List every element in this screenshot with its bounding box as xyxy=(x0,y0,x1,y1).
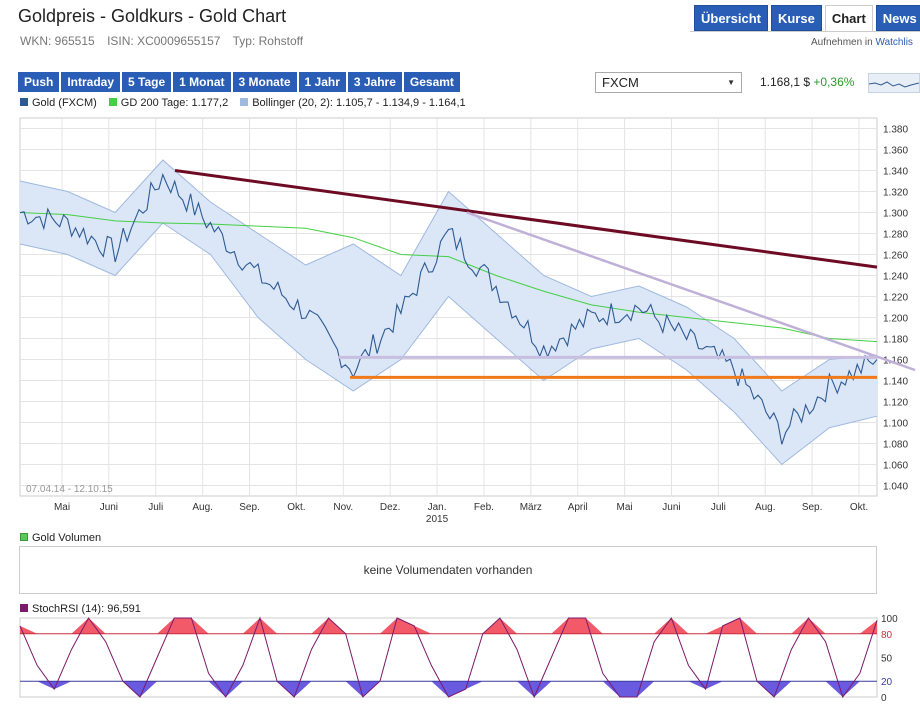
y-tick-label: 1.120 xyxy=(883,398,908,409)
x-tick-label: Dez. xyxy=(380,502,401,513)
chevron-down-icon: ▼ xyxy=(727,78,735,87)
x-tick-label: Jan. xyxy=(428,502,447,513)
quote-change: +0,36% xyxy=(813,75,855,89)
plot-area xyxy=(19,117,878,497)
stochrsi-chart[interactable]: 100 80 50 20 0 xyxy=(0,613,920,705)
x-tick-label: Aug. xyxy=(192,502,213,513)
year-label: 2015 xyxy=(426,514,449,525)
range-1-monat-button[interactable]: 1 Monat xyxy=(173,72,231,92)
tab-kurse[interactable]: Kurse xyxy=(770,5,822,31)
y-tick-label: 1.280 xyxy=(883,230,908,241)
header-divider xyxy=(690,31,920,32)
date-range-label: 07.04.14 - 12.10.15 xyxy=(26,484,113,495)
volume-panel: keine Volumendaten vorhanden xyxy=(19,546,877,594)
wkn-label: WKN: 965515 xyxy=(20,34,95,48)
x-tick-label: Juni xyxy=(100,502,118,513)
y-tick-label: 1.360 xyxy=(883,146,908,157)
y-tick-label: 1.180 xyxy=(883,335,908,346)
isin-label: ISIN: XC0009655157 xyxy=(107,34,221,48)
y-tick-label: 1.060 xyxy=(883,461,908,472)
y-tick-label: 1.260 xyxy=(883,251,908,262)
x-tick-label: Mai xyxy=(617,502,633,513)
y-tick-label: 1.100 xyxy=(883,419,908,430)
range-3-jahre-button[interactable]: 3 Jahre xyxy=(347,72,402,92)
section-tabs: Übersicht Kurse Chart News F xyxy=(694,5,920,31)
y-tick-label: 1.380 xyxy=(883,125,908,136)
y-tick-label: 1.080 xyxy=(883,440,908,451)
y-tick-label: 1.320 xyxy=(883,188,908,199)
bollinger-upper xyxy=(19,159,878,392)
stoch-y-tick-label: 50 xyxy=(881,654,893,665)
x-tick-label: Nov. xyxy=(333,502,353,513)
chart-legend: Gold (FXCM) GD 200 Tage: 1.177,2 Bolling… xyxy=(20,97,466,109)
tab-uebersicht[interactable]: Übersicht xyxy=(694,5,768,31)
watchlist-add: Aufnehmen in Watchlis xyxy=(811,37,913,48)
stoch-y-tick-label: 20 xyxy=(881,677,893,688)
stoch-y-tick-label: 100 xyxy=(881,614,898,625)
resistance-line xyxy=(174,169,878,269)
range-5-tage-button[interactable]: 5 Tage xyxy=(122,72,172,92)
y-tick-label: 1.200 xyxy=(883,314,908,325)
trend-line xyxy=(466,211,916,372)
x-tick-label: Juli xyxy=(148,502,163,513)
sparkline-line xyxy=(868,81,920,88)
x-tick-label: März xyxy=(520,502,542,513)
page-title: Goldpreis - Goldkurs - Gold Chart xyxy=(18,6,287,26)
x-tick-label: Juli xyxy=(711,502,726,513)
legend-gold: Gold (FXCM) xyxy=(20,97,97,109)
tab-chart[interactable]: Chart xyxy=(824,5,873,31)
price-chart[interactable]: Mai Juni Juli Aug. Sep. Okt. Nov. Dez. Jan. Feb. M… xyxy=(0,112,920,527)
watchlist-prefix: Aufnehmen in xyxy=(811,37,876,48)
legend-bollinger: Bollinger (20, 2): 1.105,7 - 1.134,9 - 1… xyxy=(240,97,466,109)
ma200-line xyxy=(19,212,878,343)
range-gesamt-button[interactable]: Gesamt xyxy=(403,72,460,92)
stochrsi-legend: StochRSI (14): 96,591 xyxy=(20,603,141,615)
exchange-selected: FXCM xyxy=(602,75,639,90)
volume-legend: Gold Volumen xyxy=(20,532,101,544)
stoch-oversold-fill xyxy=(20,681,877,697)
x-tick-label: April xyxy=(568,502,588,513)
exchange-select[interactable]: FXCM ▼ xyxy=(595,72,742,93)
range-1-jahr-button[interactable]: 1 Jahr xyxy=(298,72,346,92)
y-tick-label: 1.160 xyxy=(883,356,908,367)
stoch-y-tick-label: 0 xyxy=(881,693,887,704)
legend-gd200: GD 200 Tage: 1.177,2 xyxy=(108,97,228,109)
range-intraday-button[interactable]: Intraday xyxy=(61,72,121,92)
security-meta: WKN: 965515 ISIN: XC0009655157 Typ: Rohs… xyxy=(20,34,312,48)
y-tick-label: 1.240 xyxy=(883,272,908,283)
watchlist-link[interactable]: Watchlis xyxy=(875,37,913,48)
stochrsi-line xyxy=(19,616,878,699)
range-push-button[interactable]: Push xyxy=(18,72,60,92)
type-label: Typ: Rohstoff xyxy=(232,34,304,48)
quote-price: 1.168,1 $ xyxy=(760,75,811,89)
y-tick-label: 1.220 xyxy=(883,293,908,304)
y-tick-label: 1.040 xyxy=(883,482,908,493)
x-tick-label: Feb. xyxy=(474,502,494,513)
x-tick-label: Juni xyxy=(662,502,680,513)
quote: 1.168,1 $ +0,36% xyxy=(760,75,854,89)
range-3-monate-button[interactable]: 3 Monate xyxy=(232,72,297,92)
stoch-y-tick-label: 80 xyxy=(881,630,893,641)
x-tick-label: Okt. xyxy=(287,502,305,513)
x-tick-label: Sep. xyxy=(239,502,260,513)
x-tick-label: Okt. xyxy=(850,502,868,513)
tab-news[interactable]: News xyxy=(875,5,920,31)
sparkline-thumbnail[interactable] xyxy=(868,73,920,93)
price-line xyxy=(19,172,878,445)
y-tick-label: 1.340 xyxy=(883,167,908,178)
x-tick-label: Mai xyxy=(54,502,70,513)
x-tick-label: Aug. xyxy=(755,502,776,513)
x-tick-label: Sep. xyxy=(802,502,823,513)
bollinger-band xyxy=(20,160,877,465)
y-tick-label: 1.300 xyxy=(883,209,908,220)
y-tick-label: 1.140 xyxy=(883,377,908,388)
range-buttons: Push Intraday 5 Tage 1 Monat 3 Monate 1 … xyxy=(18,72,460,92)
